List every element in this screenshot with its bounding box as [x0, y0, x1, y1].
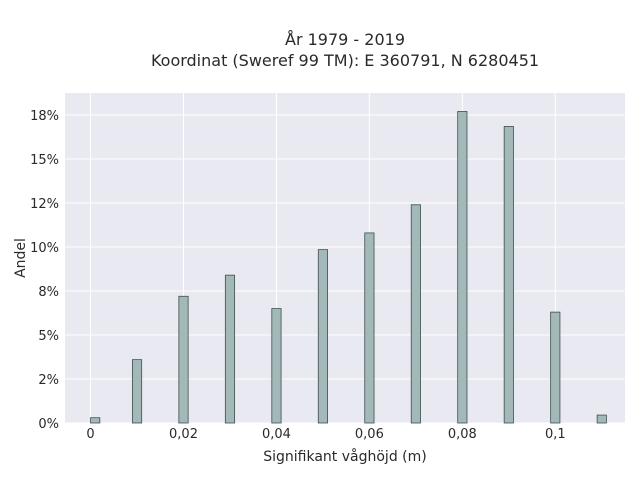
x-tick-label: 0,08 [448, 427, 477, 442]
x-axis-label: Signifikant våghöjd (m) [263, 448, 426, 465]
y-axis-label: Andel [13, 238, 29, 278]
bar [317, 249, 328, 424]
y-tick-label: 8% [38, 285, 59, 300]
bar [178, 295, 189, 424]
bar [503, 126, 514, 424]
gridlines [65, 93, 625, 424]
y-tick-label: 5% [38, 329, 59, 344]
plot-area [65, 93, 625, 423]
y-tick-label: 10% [30, 241, 59, 256]
y-tick-label: 2% [38, 373, 59, 388]
y-tick-label: 15% [30, 153, 59, 168]
y-tick-label: 0% [38, 417, 59, 432]
x-tick-label: 0,1 [545, 427, 566, 442]
bar [224, 274, 236, 424]
y-tick-label: 18% [30, 109, 59, 124]
bar [457, 111, 468, 424]
x-tick-label: 0,06 [355, 427, 384, 442]
x-tick-label: 0,02 [169, 427, 198, 442]
chart-title-line-2: Koordinat (Sweref 99 TM): E 360791, N 62… [151, 51, 539, 70]
x-tick-label: 0,04 [262, 427, 291, 442]
bar [90, 417, 101, 424]
bar [596, 414, 607, 424]
chart-title-line-1: År 1979 - 2019 [285, 30, 405, 49]
y-tick-label: 12% [30, 197, 59, 212]
bar [410, 204, 421, 424]
y-tick-labels: 0% 2% 5% 8% 10% 12% 15% 18% [30, 109, 59, 432]
bar [271, 308, 282, 424]
bars-group [90, 111, 607, 424]
bar [364, 232, 375, 424]
x-tick-label: 0 [86, 427, 94, 442]
bar [131, 359, 143, 424]
bar [550, 311, 561, 424]
x-tick-labels: 0 0,02 0,04 0,06 0,08 0,1 [86, 427, 565, 442]
